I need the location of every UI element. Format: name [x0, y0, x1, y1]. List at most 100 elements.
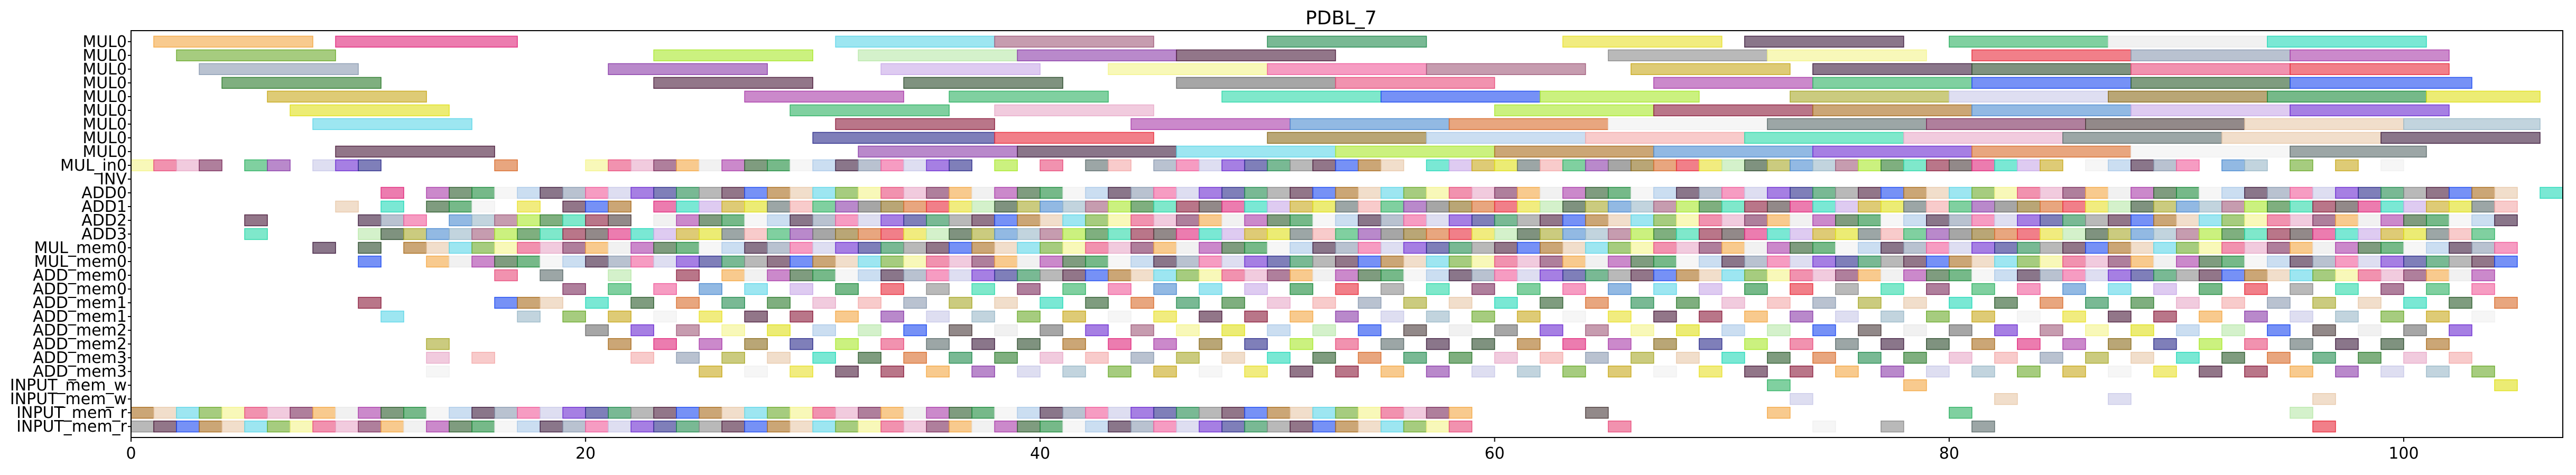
gantt-slot [471, 187, 495, 199]
gantt-slot [2290, 269, 2313, 282]
gantt-slot [1130, 228, 1155, 240]
gantt-slot [1289, 283, 1314, 295]
gantt-slot [1198, 159, 1223, 172]
gantt-slot [1244, 338, 1268, 350]
gantt-bar [1948, 90, 2109, 103]
gantt-slot [858, 200, 882, 213]
gantt-slot [1653, 283, 1677, 295]
gantt-bar [1017, 145, 1177, 158]
gantt-slot [1312, 407, 1336, 419]
gantt-bar [1948, 35, 2109, 48]
gantt-slot [2290, 283, 2313, 295]
gantt-slot [1835, 214, 1859, 227]
gantt-slot [1426, 365, 1450, 378]
gantt-slot [1198, 365, 1223, 378]
gantt-slot [1221, 296, 1245, 309]
gantt-slot [2244, 159, 2268, 172]
gantt-slot [1494, 269, 1518, 282]
gantt-slot [2131, 214, 2154, 227]
gantt-slot [1380, 407, 1405, 419]
gantt-slot [2380, 241, 2404, 254]
gantt-slot [1380, 283, 1405, 295]
gantt-slot [1403, 187, 1427, 199]
gantt-slot [1153, 421, 1177, 433]
gantt-slot [1721, 324, 1745, 337]
gantt-slot [721, 269, 746, 282]
gantt-slot [1289, 338, 1314, 350]
gantt-slot [540, 421, 563, 433]
gantt-slot [1857, 228, 1882, 240]
gantt-slot [2153, 365, 2177, 378]
gantt-slot [1698, 200, 1723, 213]
y-tick-label: MUL0 [82, 129, 127, 147]
gantt-slot [880, 310, 905, 323]
gantt-slot [2267, 241, 2291, 254]
gantt-slot [880, 283, 905, 295]
gantt-bar [1176, 49, 1336, 61]
gantt-slot [2108, 159, 2132, 172]
gantt-slot [380, 187, 404, 199]
gantt-slot [1198, 269, 1223, 282]
gantt-slot [835, 407, 859, 419]
gantt-slot [676, 187, 700, 199]
gantt-slot [1176, 351, 1200, 364]
gantt-slot [540, 407, 563, 419]
gantt-bar [1971, 104, 2132, 117]
gantt-slot [1721, 296, 1745, 309]
gantt-bar [2267, 35, 2427, 48]
gantt-bar [1289, 118, 1450, 131]
gantt-slot [1448, 351, 1473, 364]
gantt-slot [1221, 241, 1245, 254]
gantt-slot [2380, 200, 2404, 213]
gantt-bar [2131, 104, 2291, 117]
gantt-slot [1903, 351, 1927, 364]
gantt-bar [1766, 118, 1927, 131]
gantt-slot [2471, 255, 2495, 268]
gantt-slot [1221, 159, 1245, 172]
gantt-slot [926, 310, 950, 323]
gantt-slot [948, 324, 973, 337]
gantt-slot [358, 214, 382, 227]
gantt-slot [1903, 159, 1927, 172]
gantt-slot [1607, 421, 1632, 433]
gantt-slot [1857, 159, 1882, 172]
gantt-slot [449, 187, 472, 199]
gantt-slot [2426, 283, 2450, 295]
gantt-slot [1017, 200, 1041, 213]
gantt-slot [2358, 269, 2382, 282]
gantt-slot [1267, 269, 1291, 282]
gantt-slot [2335, 228, 2359, 240]
gantt-slot [653, 310, 677, 323]
gantt-slot [1585, 269, 1609, 282]
gantt-slot [1835, 159, 1859, 172]
gantt-slot [1289, 269, 1314, 282]
gantt-slot [1471, 310, 1495, 323]
gantt-slot [1130, 214, 1155, 227]
gantt-slot [2449, 324, 2472, 337]
gantt-slot [2494, 200, 2518, 213]
gantt-slot [948, 407, 973, 419]
y-tick-label: MUL0 [82, 74, 127, 92]
gantt-slot [1857, 255, 1882, 268]
gantt-slot [1108, 269, 1132, 282]
gantt-slot [2199, 200, 2222, 213]
gantt-bar [1426, 132, 1586, 144]
gantt-slot [2017, 228, 2041, 240]
gantt-slot [1380, 159, 1405, 172]
gantt-slot [653, 255, 677, 268]
gantt-slot [494, 407, 518, 419]
gantt-bar [2131, 49, 2291, 61]
y-tick-label: ADD_mem1 [33, 294, 127, 312]
gantt-slot [1426, 228, 1450, 240]
gantt-slot [1539, 269, 1564, 282]
gantt-slot [948, 351, 973, 364]
gantt-slot [585, 159, 609, 172]
gantt-slot [2335, 310, 2359, 323]
gantt-slot [1017, 407, 1041, 419]
gantt-slot [767, 228, 791, 240]
gantt-slot [1517, 310, 1541, 323]
gantt-slot [630, 228, 654, 240]
gantt-slot [2085, 187, 2109, 199]
gantt-slot [1971, 338, 1995, 350]
gantt-slot [540, 255, 563, 268]
